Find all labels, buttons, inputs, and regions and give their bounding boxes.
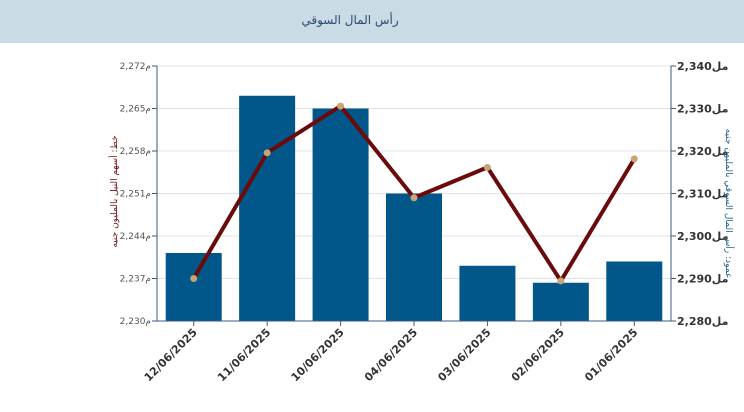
right-tick-label: 2,280مل bbox=[677, 315, 728, 328]
bar bbox=[239, 95, 296, 321]
bar bbox=[165, 253, 222, 321]
x-tick-label: 01/06/2025 bbox=[582, 326, 640, 384]
x-tick-label: 10/06/2025 bbox=[289, 326, 347, 384]
chart-header: رأس المال السوقي bbox=[0, 0, 744, 43]
left-tick-label: 2,244م bbox=[120, 232, 151, 242]
right-tick-label: 2,310مل bbox=[677, 188, 728, 201]
x-tick-label: 03/06/2025 bbox=[435, 326, 493, 384]
bar bbox=[606, 261, 663, 321]
line-point bbox=[263, 149, 271, 157]
line-point bbox=[190, 275, 198, 282]
right-tick-label: 2,300مل bbox=[677, 230, 728, 243]
chart-title: رأس المال السوقي bbox=[301, 13, 399, 27]
x-tick-label: 02/06/2025 bbox=[509, 326, 567, 384]
x-tick-label: 04/06/2025 bbox=[362, 326, 420, 384]
left-tick-label: 2,265م bbox=[120, 105, 151, 115]
line-point bbox=[630, 155, 638, 163]
left-tick-label: 2,258م bbox=[120, 147, 151, 157]
left-tick-label: 2,251م bbox=[120, 190, 151, 200]
x-tick-label: 12/06/2025 bbox=[142, 326, 200, 384]
right-tick-label: 2,290مل bbox=[677, 273, 728, 286]
line-point bbox=[557, 277, 565, 285]
right-tick-label: 2,340مل bbox=[677, 60, 728, 73]
bar bbox=[386, 193, 442, 321]
left-axis-title: خط: أسهم النيل بالمليون جنيه bbox=[108, 135, 120, 247]
x-tick-label: 11/06/2025 bbox=[215, 326, 273, 384]
bar bbox=[459, 265, 516, 321]
left-tick-label: 2,237م bbox=[120, 275, 151, 285]
bar bbox=[532, 282, 589, 321]
left-tick-label: 2,230م bbox=[120, 317, 151, 327]
right-axis-title: عمود: رأس المال السوقي بالمليون جنيه bbox=[723, 129, 735, 279]
line-point bbox=[483, 163, 491, 171]
right-tick-label: 2,320مل bbox=[677, 145, 728, 158]
line-point bbox=[337, 102, 345, 110]
line-point bbox=[410, 194, 418, 202]
left-tick-label: 2,272م bbox=[120, 62, 151, 72]
right-tick-label: 2,330مل bbox=[677, 103, 728, 116]
bar bbox=[312, 108, 369, 321]
